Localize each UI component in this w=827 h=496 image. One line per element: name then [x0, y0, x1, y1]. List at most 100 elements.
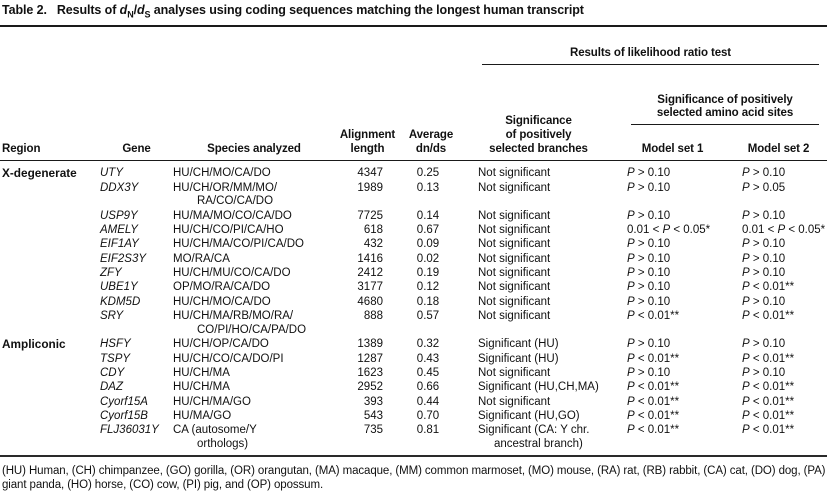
alignment-length-cell: 2412 — [357, 267, 383, 280]
alignment-length-cell: 432 — [363, 238, 383, 251]
region-cell: Ampliconic — [2, 337, 66, 352]
slash: / — [133, 3, 137, 17]
gene-cell: DAZ — [100, 381, 123, 394]
table-row: KDM5D HU/CH/MO/CA/DO 4680 0.18 Not signi… — [0, 295, 827, 309]
branch-significance-cell: Not significant — [478, 295, 551, 308]
table-row: Cyorf15B HU/MA/GO 543 0.70 Significant (… — [0, 410, 827, 424]
species-cell: HU/CH/CO/CA/DO/PI — [173, 352, 284, 365]
species-cell: HU/CH/CO/PI/CA/HO — [173, 223, 284, 236]
table-body: X-degenerate UTY HU/CH/MO/CA/DO 4347 0.2… — [0, 161, 827, 452]
model-set-1-cell: P > 0.10 — [627, 252, 671, 265]
model-set-1-cell: P > 0.10 — [627, 295, 671, 308]
branch-significance-cell: Not significant — [478, 167, 551, 180]
gene-cell: Cyorf15B — [100, 410, 148, 423]
dnds-cell: 0.43 — [416, 352, 440, 365]
region-cell — [0, 381, 100, 395]
table-number: Table 2. — [2, 3, 47, 17]
header-model-set-2: Model set 2 — [730, 138, 827, 162]
dnds-cell: 0.25 — [416, 167, 440, 180]
gene-cell: KDM5D — [100, 295, 141, 308]
branch-significance-cell: Not significant — [478, 395, 551, 408]
species-cell: HU/CH/MA/RB/MO/RA/ CO/PI/HO/CA/PA/DO — [173, 310, 307, 336]
region-cell: X-degenerate — [2, 166, 77, 181]
region-cell — [0, 281, 100, 295]
region-cell — [0, 310, 100, 338]
model-set-1-cell: P > 0.10 — [627, 366, 671, 379]
region-cell — [0, 367, 100, 381]
species-cell: HU/CH/MU/CO/CA/DO — [173, 267, 291, 280]
model-set-1-cell: P < 0.01** — [627, 381, 680, 394]
table-caption: Results of dN/dS analyses using coding s… — [57, 3, 584, 20]
dnds-cell: 0.44 — [416, 395, 440, 408]
header-significance-branches: Significance of positively selected bran… — [462, 78, 615, 162]
region-cell — [0, 410, 100, 424]
model-set-1-cell: P > 0.10 — [627, 209, 671, 222]
header-species: Species analyzed — [173, 26, 335, 162]
alignment-length-cell: 618 — [363, 223, 383, 236]
region-cell — [0, 424, 100, 452]
branch-significance-cell: Not significant — [478, 252, 551, 265]
alignment-length-cell: 4347 — [357, 167, 383, 180]
branch-significance-cell: Not significant — [478, 281, 551, 294]
gene-cell: HSFY — [100, 338, 131, 351]
alignment-length-cell: 4680 — [357, 295, 383, 308]
species-cell: HU/CH/OR/MM/MO/ RA/CO/CA/DO — [173, 181, 278, 208]
table-row: EIF2S3Y MO/RA/CA 1416 0.02 Not significa… — [0, 252, 827, 266]
branch-significance-cell: Significant (HU,GO) — [478, 410, 580, 423]
table-row: DAZ HU/CH/MA 2952 0.66 Significant (HU,C… — [0, 381, 827, 395]
region-cell — [0, 252, 100, 266]
table-row: CDY HU/CH/MA 1623 0.45 Not significant P… — [0, 367, 827, 381]
model-set-1-cell: P < 0.01** — [627, 310, 680, 323]
gene-cell: EIF2S3Y — [100, 252, 147, 265]
header-likelihood-ratio-test: Results of likelihood ratio test — [462, 27, 827, 79]
model-set-1-cell: P > 0.10 — [627, 238, 671, 251]
table-row: X-degenerate UTY HU/CH/MO/CA/DO 4347 0.2… — [0, 161, 827, 181]
dnds-cell: 0.18 — [416, 295, 440, 308]
gene-cell: SRY — [100, 310, 124, 323]
branch-significance-cell: Not significant — [478, 238, 551, 251]
header-region: Region — [0, 26, 100, 162]
model-set-2-cell: P > 0.10 — [742, 252, 786, 265]
table-row: TSPY HU/CH/CO/CA/DO/PI 1287 0.43 Signifi… — [0, 352, 827, 366]
gene-cell: CDY — [100, 366, 125, 379]
gene-cell: UBE1Y — [100, 281, 138, 294]
alignment-length-cell: 1287 — [357, 352, 383, 365]
species-cell: HU/CH/MO/CA/DO — [173, 295, 271, 308]
results-table: Region Gene Species analyzed Alignment l… — [0, 26, 827, 453]
species-cell: OP/MO/RA/CA/DO — [173, 281, 271, 294]
model-set-2-cell: P < 0.01** — [742, 410, 795, 423]
table-row: ZFY HU/CH/MU/CO/CA/DO 2412 0.19 Not sign… — [0, 267, 827, 281]
model-set-2-cell: P > 0.10 — [742, 238, 786, 251]
alignment-length-cell: 543 — [363, 410, 383, 423]
branch-significance-cell: Not significant — [478, 310, 551, 323]
gene-cell: USP9Y — [100, 209, 138, 222]
species-cell: HU/CH/MO/CA/DO — [173, 167, 271, 180]
model-set-1-cell: P < 0.01** — [627, 395, 680, 408]
model-set-1-cell: P > 0.10 — [627, 181, 671, 194]
species-cell: HU/CH/MA/GO — [173, 395, 251, 408]
branch-significance-cell: Significant (HU) — [478, 352, 559, 365]
ds-symbol: d — [136, 3, 145, 17]
dnds-cell: 0.19 — [416, 267, 440, 280]
dnds-cell: 0.13 — [416, 181, 440, 194]
table-row: SRY HU/CH/MA/RB/MO/RA/ CO/PI/HO/CA/PA/DO… — [0, 310, 827, 338]
alignment-length-cell: 1989 — [357, 181, 383, 194]
model-set-2-cell: P > 0.10 — [742, 366, 786, 379]
region-cell — [0, 181, 100, 209]
model-set-1-cell: P > 0.10 — [627, 338, 671, 351]
model-set-2-cell: P < 0.01** — [742, 281, 795, 294]
table-row: AMELY HU/CH/CO/PI/CA/HO 618 0.67 Not sig… — [0, 224, 827, 238]
dn-subscript: N — [127, 9, 134, 20]
table-row: FLJ36031Y CA (autosome/Y orthologs) 735 … — [0, 424, 827, 452]
model-set-2-cell: P > 0.10 — [742, 167, 786, 180]
model-set-1-cell: P < 0.01** — [627, 352, 680, 365]
dnds-cell: 0.32 — [416, 338, 440, 351]
dn-symbol: d — [119, 3, 128, 17]
header-lrt-label: Results of likelihood ratio test — [482, 47, 820, 65]
region-cell — [0, 295, 100, 309]
table-row: EIF1AY HU/CH/MA/CO/PI/CA/DO 432 0.09 Not… — [0, 238, 827, 252]
gene-cell: ZFY — [100, 267, 122, 280]
model-set-2-cell: 0.01 < P < 0.05* — [742, 223, 826, 236]
alignment-length-cell: 1623 — [357, 366, 383, 379]
header-gene: Gene — [100, 26, 173, 162]
